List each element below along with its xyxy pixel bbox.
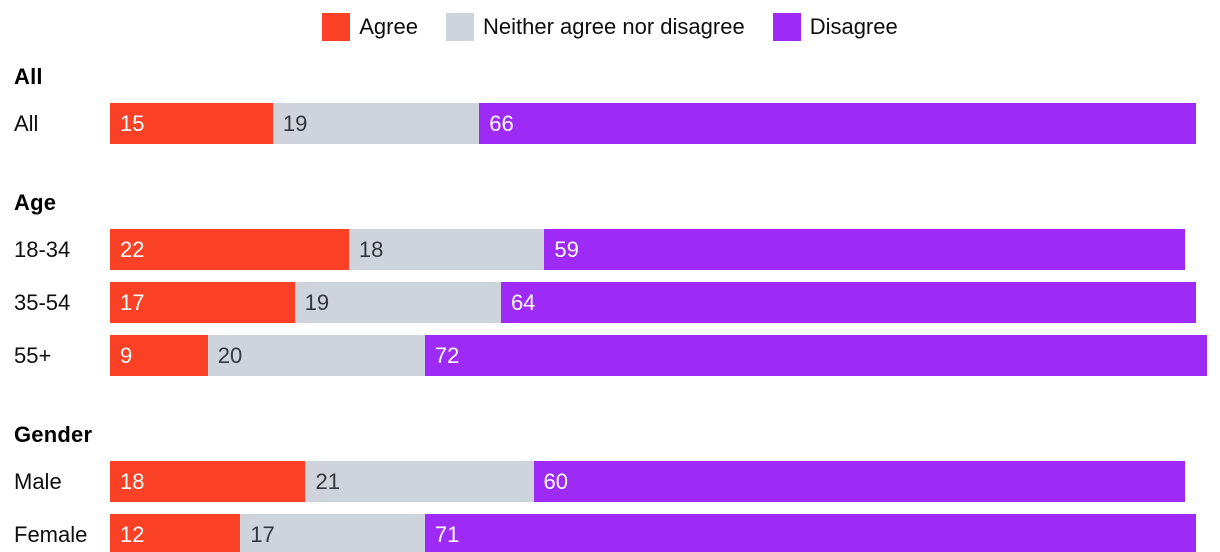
bar-segment-neither: 18 xyxy=(348,229,545,270)
bar-segment-neither: 20 xyxy=(207,335,425,376)
chart-row: 35-54 17 19 64 xyxy=(14,282,1220,323)
bar-segment-disagree: 72 xyxy=(424,335,1207,376)
row-label: 18-34 xyxy=(14,236,71,262)
bar-value-label: 9 xyxy=(120,342,133,368)
row-label: All xyxy=(14,110,39,136)
group-rows: 18-34 22 18 59 35-54 17 19 64 55+ 9 20 72 xyxy=(14,229,1220,376)
bar-value-label: 64 xyxy=(510,289,536,315)
bar-segment-neither: 19 xyxy=(272,103,480,144)
bar-value-label: 19 xyxy=(304,289,330,315)
chart-row: 18-34 22 18 59 xyxy=(14,229,1220,270)
bar-segment-disagree: 66 xyxy=(479,103,1196,144)
bar-segment-agree: 9 xyxy=(110,335,208,376)
bar-segment-neither: 17 xyxy=(240,514,425,552)
bar-track: 15 19 66 xyxy=(110,103,1196,144)
bar-value-label: 17 xyxy=(120,289,145,315)
legend-item-disagree: Disagree xyxy=(772,13,898,41)
group-rows: Male 18 21 60 Female 12 17 71 xyxy=(14,461,1220,552)
bar-value-label: 71 xyxy=(434,521,460,547)
bar-segment-agree: 12 xyxy=(110,514,241,552)
bar-value-label: 22 xyxy=(120,236,145,262)
bar-segment-agree: 17 xyxy=(110,282,295,323)
legend-swatch-neither xyxy=(445,13,474,41)
bar-segment-disagree: 60 xyxy=(533,461,1186,502)
chart-row: 55+ 9 20 72 xyxy=(14,335,1220,376)
bar-track: 22 18 59 xyxy=(110,229,1196,270)
row-label: Female xyxy=(14,521,88,547)
legend-item-agree: Agree xyxy=(322,13,418,41)
bar-track: 12 17 71 xyxy=(110,514,1196,552)
bar-segment-disagree: 71 xyxy=(424,514,1196,552)
bar-track: 18 21 60 xyxy=(110,461,1196,502)
bar-value-label: 17 xyxy=(250,521,275,547)
bar-segment-disagree: 64 xyxy=(500,282,1196,323)
bar-value-label: 60 xyxy=(543,468,568,494)
legend-item-neither: Neither agree nor disagree xyxy=(445,13,745,41)
row-label: Male xyxy=(14,468,62,494)
bar-segment-disagree: 59 xyxy=(544,229,1186,270)
bar-value-label: 21 xyxy=(315,468,340,494)
legend-label: Agree xyxy=(359,14,418,39)
bar-value-label: 19 xyxy=(282,110,308,136)
bar-value-label: 20 xyxy=(217,342,243,368)
group-header: Gender xyxy=(14,422,93,447)
bar-track: 9 20 72 xyxy=(110,335,1207,376)
bar-segment-agree: 22 xyxy=(110,229,349,270)
bar-value-label: 18 xyxy=(120,468,145,494)
group-all: All All 15 19 66 xyxy=(14,64,1220,144)
legend-label: Disagree xyxy=(809,14,898,39)
bar-track: 17 19 64 xyxy=(110,282,1196,323)
group-gender: Gender Male 18 21 60 Female 12 17 71 xyxy=(14,422,1220,552)
chart: All All 15 19 66 Age 18-34 22 18 59 35-54 17 19 64 55+… xyxy=(0,64,1220,552)
group-header: Age xyxy=(14,190,57,215)
group-rows: All 15 19 66 xyxy=(14,103,1220,144)
row-label: 55+ xyxy=(14,342,52,368)
bar-value-label: 12 xyxy=(120,521,145,547)
row-label: 35-54 xyxy=(14,289,71,315)
bar-value-label: 59 xyxy=(554,236,579,262)
bar-segment-neither: 19 xyxy=(294,282,501,323)
group-age: Age 18-34 22 18 59 35-54 17 19 64 55+ 9 20 72 xyxy=(14,190,1220,376)
legend-swatch-disagree xyxy=(772,13,801,41)
bar-value-label: 66 xyxy=(489,110,514,136)
legend-swatch-agree xyxy=(322,13,351,41)
group-header: All xyxy=(14,64,43,89)
legend: Agree Neither agree nor disagree Disagree xyxy=(0,0,1220,41)
chart-row: All 15 19 66 xyxy=(14,103,1220,144)
bar-value-label: 18 xyxy=(358,236,384,262)
bar-value-label: 72 xyxy=(434,342,460,368)
bar-value-label: 15 xyxy=(120,110,145,136)
bar-segment-agree: 18 xyxy=(110,461,306,502)
legend-label: Neither agree nor disagree xyxy=(482,14,745,39)
chart-row: Female 12 17 71 xyxy=(14,514,1220,552)
bar-segment-neither: 21 xyxy=(305,461,534,502)
bar-segment-agree: 15 xyxy=(110,103,273,144)
chart-row: Male 18 21 60 xyxy=(14,461,1220,502)
